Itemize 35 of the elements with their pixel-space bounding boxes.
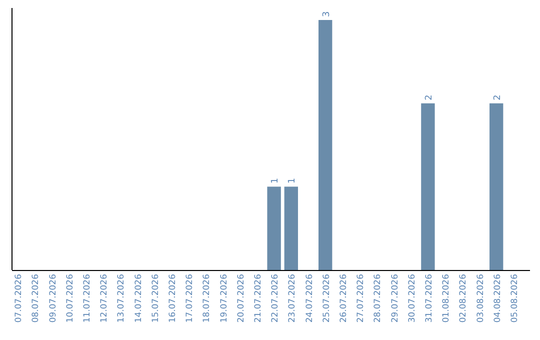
x-tick-label: 16.07.2026 (168, 274, 178, 323)
x-tick-label: 12.07.2026 (100, 274, 110, 323)
x-tick-label: 17.07.2026 (185, 274, 196, 323)
x-tick-label: 01.08.2026 (442, 274, 452, 323)
x-tick-label: 28.07.2026 (373, 274, 384, 323)
x-tick-label: 31.07.2026 (424, 274, 434, 323)
x-tick-label: 18.07.2026 (202, 274, 212, 323)
x-tick-label: 02.08.2026 (458, 274, 469, 323)
x-tick-label: 22.07.2026 (270, 274, 281, 323)
x-tick-label: 09.07.2026 (48, 274, 58, 323)
x-tick-label: 26.07.2026 (338, 274, 349, 323)
x-tick-label: 07.07.2026 (14, 274, 24, 323)
x-tick-label: 11.07.2026 (82, 274, 92, 323)
x-tick-label: 10.07.2026 (65, 274, 76, 323)
x-tick-label: 05.08.2026 (510, 274, 520, 323)
data-label: 1 (270, 178, 281, 184)
x-tick-label: 25.07.2026 (322, 274, 332, 323)
data-label: 1 (288, 178, 298, 184)
x-tick-label: 14.07.2026 (134, 274, 144, 323)
x-tick-label: 19.07.2026 (219, 274, 230, 323)
data-label: 2 (492, 94, 503, 100)
x-tick-label: 03.08.2026 (476, 274, 486, 323)
x-tick-label: 24.07.2026 (304, 274, 315, 323)
x-tick-label: 15.07.2026 (150, 274, 161, 323)
x-tick-label: 13.07.2026 (116, 274, 127, 323)
data-label: 2 (424, 94, 434, 100)
data-label: 3 (322, 11, 332, 17)
x-tick-label: 27.07.2026 (356, 274, 366, 323)
x-tick-label: 21.07.2026 (253, 274, 264, 323)
x-tick-label: 20.07.2026 (236, 274, 246, 323)
x-tick-label: 30.07.2026 (407, 274, 418, 323)
x-tick-label: 04.08.2026 (492, 274, 503, 323)
x-tick-label: 23.07.2026 (288, 274, 298, 323)
x-tick-label: 08.07.2026 (31, 274, 42, 323)
x-tick-label: 29.07.2026 (390, 274, 400, 323)
